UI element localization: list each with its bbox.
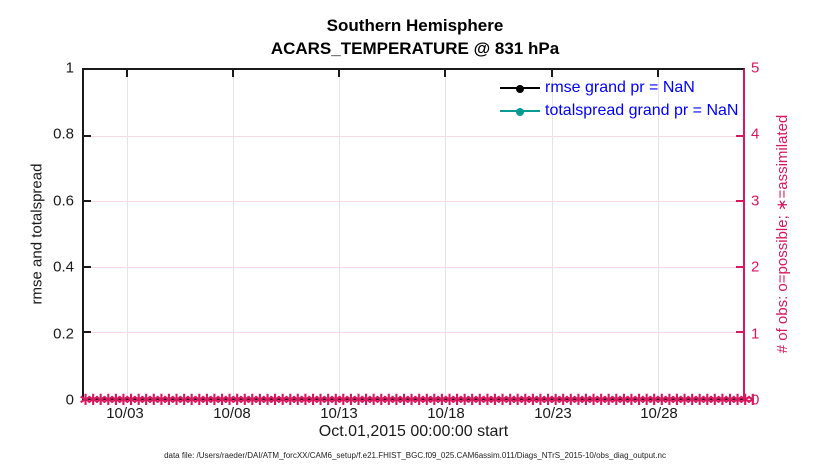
left-tick-mark (84, 200, 91, 203)
x-tick-mark (231, 70, 234, 77)
data-file-path: data file: /Users/raeder/DAI/ATM_forcXX/… (164, 451, 666, 460)
grid-vline (232, 70, 234, 398)
x-tick-label: 10/28 (640, 405, 678, 422)
right-y-axis-label: # of obs: o=possible; ∗=assimilated (774, 114, 791, 354)
plot-area: rmse grand pr = NaN totalspread grand pr… (82, 68, 745, 400)
obs-zero-marker-band: ∗∗∗∗∗∗∗∗∗∗∗∗∗∗∗∗∗∗∗∗∗∗∗∗∗∗∗∗∗∗∗∗∗∗∗∗∗∗∗∗… (78, 392, 754, 408)
x-tick-label: 10/13 (320, 405, 358, 422)
x-tick-mark (125, 70, 128, 77)
x-tick-label: 10/23 (534, 405, 572, 422)
chart-title-line1: Southern Hemisphere (326, 16, 504, 35)
x-tick-label: 10/03 (106, 405, 144, 422)
totalspread-line-sample (500, 107, 540, 116)
grid-hline (84, 201, 743, 203)
right-y-tick-label: 1 (751, 325, 760, 343)
right-tick-mark (736, 265, 743, 268)
grid-vline (445, 70, 447, 398)
left-y-tick-label: 1 (65, 59, 74, 77)
legend: rmse grand pr = NaN totalspread grand pr… (500, 76, 738, 122)
left-y-tick-label: 0.8 (53, 125, 74, 143)
left-tick-mark (84, 331, 91, 334)
left-y-tick-label: 0.6 (53, 192, 74, 210)
totalspread-marker-icon (516, 107, 524, 116)
legend-entry-rmse: rmse grand pr = NaN (500, 76, 738, 99)
grid-hline (84, 266, 743, 268)
legend-label-totalspread: totalspread grand pr = NaN (545, 101, 739, 119)
x-tick-label: 10/18 (427, 405, 465, 422)
right-y-tick-label: 5 (751, 59, 760, 77)
grid-hline (84, 135, 743, 137)
right-tick-mark (736, 331, 743, 334)
x-tick-label: 10/08 (213, 405, 251, 422)
left-y-axis-label: rmse and totalspread (28, 163, 46, 305)
x-tick-mark (338, 70, 341, 77)
right-y-tick-label: 2 (751, 258, 760, 276)
chart-title-line2: ACARS_TEMPERATURE @ 831 hPa (270, 39, 560, 58)
grid-vline (126, 70, 128, 398)
right-tick-mark (736, 200, 743, 203)
left-y-tick-label: 0 (65, 391, 74, 409)
x-axis-label: Oct.01,2015 00:00:00 start (318, 423, 509, 440)
grid-vline (657, 70, 659, 398)
x-tick-mark (444, 70, 447, 77)
right-tick-mark (736, 134, 743, 137)
grid-vline (551, 70, 553, 398)
left-tick-mark (84, 134, 91, 137)
left-y-tick-label: 0.2 (53, 325, 74, 343)
rmse-marker-icon (516, 84, 524, 93)
legend-label-rmse: rmse grand pr = NaN (545, 78, 695, 96)
grid-vline (339, 70, 341, 398)
x-tick-mark (656, 70, 659, 77)
legend-entry-totalspread: totalspread grand pr = NaN (500, 99, 738, 122)
grid-hline (84, 332, 743, 334)
right-y-tick-label: 0 (751, 391, 760, 409)
left-y-tick-label: 0.4 (53, 258, 74, 276)
left-tick-mark (84, 265, 91, 268)
x-tick-mark (550, 70, 553, 77)
right-y-tick-label: 4 (751, 125, 760, 143)
right-y-tick-label: 3 (751, 192, 760, 210)
rmse-line-sample (500, 84, 540, 93)
